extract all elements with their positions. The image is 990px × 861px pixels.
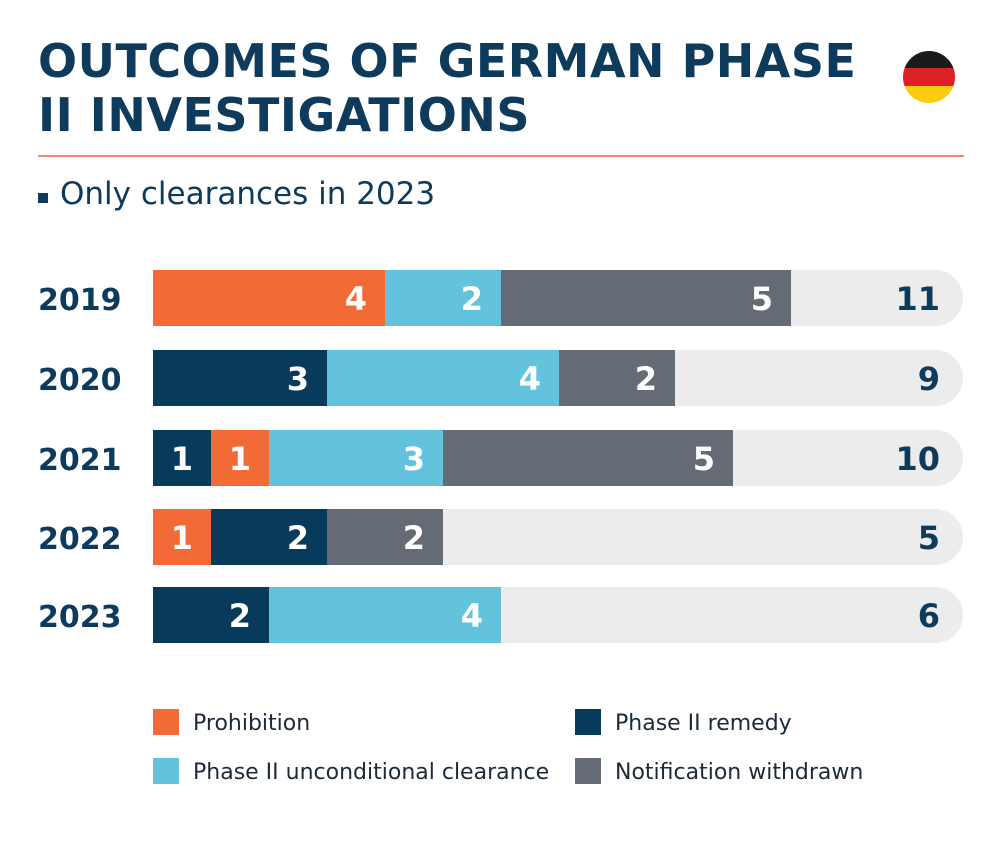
data-label: 4 bbox=[519, 360, 541, 398]
bar-segment-withdrawn bbox=[501, 270, 791, 326]
data-label: 2 bbox=[403, 519, 425, 557]
legend-label: Prohibition bbox=[193, 711, 311, 736]
bar-segment-unconditional bbox=[385, 270, 501, 326]
data-label: 4 bbox=[345, 280, 367, 318]
bar-segment-unconditional bbox=[269, 587, 501, 643]
subtitle-text: Only clearances in 2023 bbox=[60, 176, 436, 212]
category-label: 2020 bbox=[38, 363, 122, 398]
flag-stripe-gold bbox=[903, 85, 955, 103]
total-label: 9 bbox=[918, 360, 940, 398]
germany-flag-icon bbox=[903, 51, 955, 103]
bar-segment-prohibition bbox=[153, 509, 211, 565]
bar-segment-prohibition bbox=[211, 430, 269, 486]
legend-swatch bbox=[575, 709, 601, 735]
category-label: 2022 bbox=[38, 522, 122, 557]
data-label: 1 bbox=[171, 440, 193, 478]
legend-swatch bbox=[153, 709, 179, 735]
legend-label: Notification withdrawn bbox=[615, 760, 864, 785]
data-label: 2 bbox=[635, 360, 657, 398]
legend-item-unconditional: Phase II unconditional clearance bbox=[153, 758, 550, 787]
total-label: 10 bbox=[895, 440, 940, 478]
bar-segment-withdrawn bbox=[559, 350, 675, 406]
data-label: 2 bbox=[287, 519, 309, 557]
category-label: 2023 bbox=[38, 600, 122, 635]
data-label: 5 bbox=[693, 440, 715, 478]
subtitle: Only clearances in 2023 bbox=[38, 172, 435, 216]
legend-item-remedy: Phase II remedy bbox=[575, 709, 792, 738]
bullet-icon bbox=[38, 192, 48, 203]
bar-segment-prohibition bbox=[153, 270, 385, 326]
data-label: 1 bbox=[229, 440, 251, 478]
legend-swatch bbox=[575, 758, 601, 784]
data-label: 2 bbox=[229, 597, 251, 635]
category-label: 2021 bbox=[38, 443, 122, 478]
total-label: 6 bbox=[918, 597, 940, 635]
total-label: 5 bbox=[918, 519, 940, 557]
legend-label: Phase II unconditional clearance bbox=[193, 760, 550, 785]
flag-stripe-black bbox=[903, 51, 955, 69]
data-label: 2 bbox=[461, 280, 483, 318]
data-label: 5 bbox=[751, 280, 773, 318]
category-label: 2019 bbox=[38, 283, 122, 318]
total-label: 11 bbox=[895, 280, 940, 318]
bar-segment-withdrawn bbox=[327, 509, 443, 565]
bar-segment-remedy bbox=[211, 509, 327, 565]
data-label: 4 bbox=[461, 597, 483, 635]
bar-segment-remedy bbox=[153, 350, 327, 406]
flag-stripe-red bbox=[903, 68, 955, 86]
legend-label: Phase II remedy bbox=[615, 711, 792, 736]
legend-swatch bbox=[153, 758, 179, 784]
bar-segment-unconditional bbox=[269, 430, 443, 486]
data-label: 3 bbox=[403, 440, 425, 478]
bar-segment-withdrawn bbox=[443, 430, 733, 486]
page-title: OUTCOMES OF GERMAN PHASE II INVESTIGATIO… bbox=[38, 34, 857, 142]
legend-item-withdrawn: Notification withdrawn bbox=[575, 758, 864, 787]
data-label: 3 bbox=[287, 360, 309, 398]
bar-segment-remedy bbox=[153, 430, 211, 486]
legend-item-prohibition: Prohibition bbox=[153, 709, 311, 738]
data-label: 1 bbox=[171, 519, 193, 557]
title-divider bbox=[38, 155, 964, 157]
bar-segment-remedy bbox=[153, 587, 269, 643]
bar-segment-unconditional bbox=[327, 350, 559, 406]
